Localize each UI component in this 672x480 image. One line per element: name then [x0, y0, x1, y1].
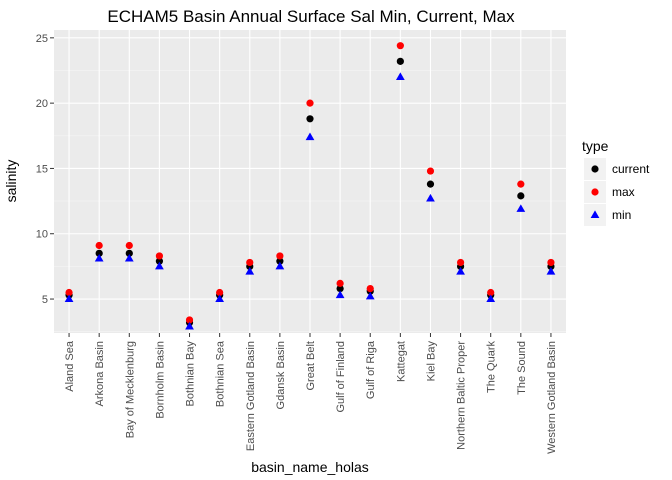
- point-current: [426, 180, 435, 188]
- point-min: [124, 253, 134, 262]
- point-max: [306, 99, 314, 107]
- x-tick-label: Western Gotland Basin: [546, 341, 558, 454]
- point-max: [185, 316, 194, 324]
- x-tick-label: Gulf of Finland: [335, 341, 347, 413]
- x-tick-label: Bothnian Bay: [185, 341, 197, 407]
- point-current: [336, 284, 344, 293]
- y-axis: 5 10 15 20 25: [36, 33, 54, 306]
- point-min: [335, 290, 345, 299]
- legend-label-current: current: [612, 162, 650, 176]
- y-axis-title: salinity: [3, 160, 19, 203]
- x-tick-label: The Sound: [516, 341, 528, 395]
- y-tick-label: 5: [42, 294, 48, 306]
- point-max: [396, 42, 404, 50]
- point-max: [426, 167, 435, 175]
- legend-key-max: [591, 188, 599, 196]
- legend: type current max min: [582, 138, 650, 226]
- x-tick-label: Gulf of Riga: [365, 340, 377, 399]
- point-current: [306, 115, 314, 123]
- x-axis: Aland Sea Arkona Basin Bay of Mecklenburg B…: [64, 333, 558, 454]
- x-tick-label: Northern Baltic Proper: [456, 341, 468, 450]
- point-current: [155, 257, 164, 265]
- point-min: [185, 321, 194, 330]
- point-min: [395, 72, 405, 81]
- point-min: [275, 261, 285, 270]
- y-tick-label: 20: [36, 98, 48, 110]
- point-max: [246, 258, 254, 267]
- point-max: [517, 180, 525, 188]
- x-tick-label: Bothnian Sea: [215, 340, 227, 407]
- x-tick-label: The Quark: [486, 341, 498, 393]
- point-current: [517, 192, 525, 200]
- legend-key-current: [591, 165, 599, 173]
- x-axis-title: basin_name_holas: [251, 459, 369, 475]
- point-current: [396, 57, 404, 65]
- y-tick-label: 15: [36, 163, 48, 175]
- y-tick-label: 25: [36, 33, 48, 45]
- point-max: [276, 252, 284, 260]
- point-max: [95, 241, 103, 250]
- legend-title: type: [582, 138, 609, 154]
- point-max: [547, 258, 555, 267]
- point-min: [245, 267, 255, 275]
- point-min: [215, 294, 225, 303]
- x-tick-label: Bay of Mecklenburg: [124, 341, 136, 438]
- point-min: [365, 291, 375, 300]
- point-current: [95, 249, 103, 257]
- point-max: [366, 284, 374, 293]
- x-tick-label: Kiel Bay: [425, 341, 437, 382]
- point-max: [336, 279, 344, 287]
- point-min: [155, 261, 164, 270]
- point-min: [516, 204, 526, 212]
- legend-key-min: [590, 210, 600, 218]
- point-min: [305, 132, 315, 141]
- point-min: [546, 267, 556, 275]
- point-current: [276, 257, 284, 265]
- point-max: [125, 241, 133, 250]
- point-max: [216, 288, 224, 297]
- point-max: [65, 288, 73, 297]
- x-tick-label: Kattegat: [395, 341, 407, 382]
- point-current: [125, 249, 133, 257]
- point-min: [94, 253, 104, 262]
- point-min: [426, 193, 435, 202]
- point-max: [456, 258, 465, 267]
- x-tick-label: Eastern Gotland Basin: [245, 341, 257, 451]
- x-tick-label: Bornholm Basin: [154, 341, 166, 419]
- legend-label-min: min: [612, 208, 631, 222]
- x-tick-label: Great Belt: [305, 341, 317, 391]
- x-tick-label: Gdansk Basin: [275, 341, 287, 409]
- data-points: [64, 42, 556, 330]
- legend-label-max: max: [612, 185, 635, 199]
- x-tick-label: Arkona Basin: [94, 341, 106, 406]
- point-max: [487, 288, 495, 297]
- y-tick-label: 10: [36, 229, 48, 241]
- point-min: [64, 294, 74, 303]
- chart-title: ECHAM5 Basin Annual Surface Sal Min, Cur…: [107, 7, 515, 26]
- point-min: [456, 267, 465, 275]
- point-min: [486, 294, 496, 303]
- x-tick-label: Aland Sea: [64, 340, 76, 392]
- point-max: [155, 252, 164, 260]
